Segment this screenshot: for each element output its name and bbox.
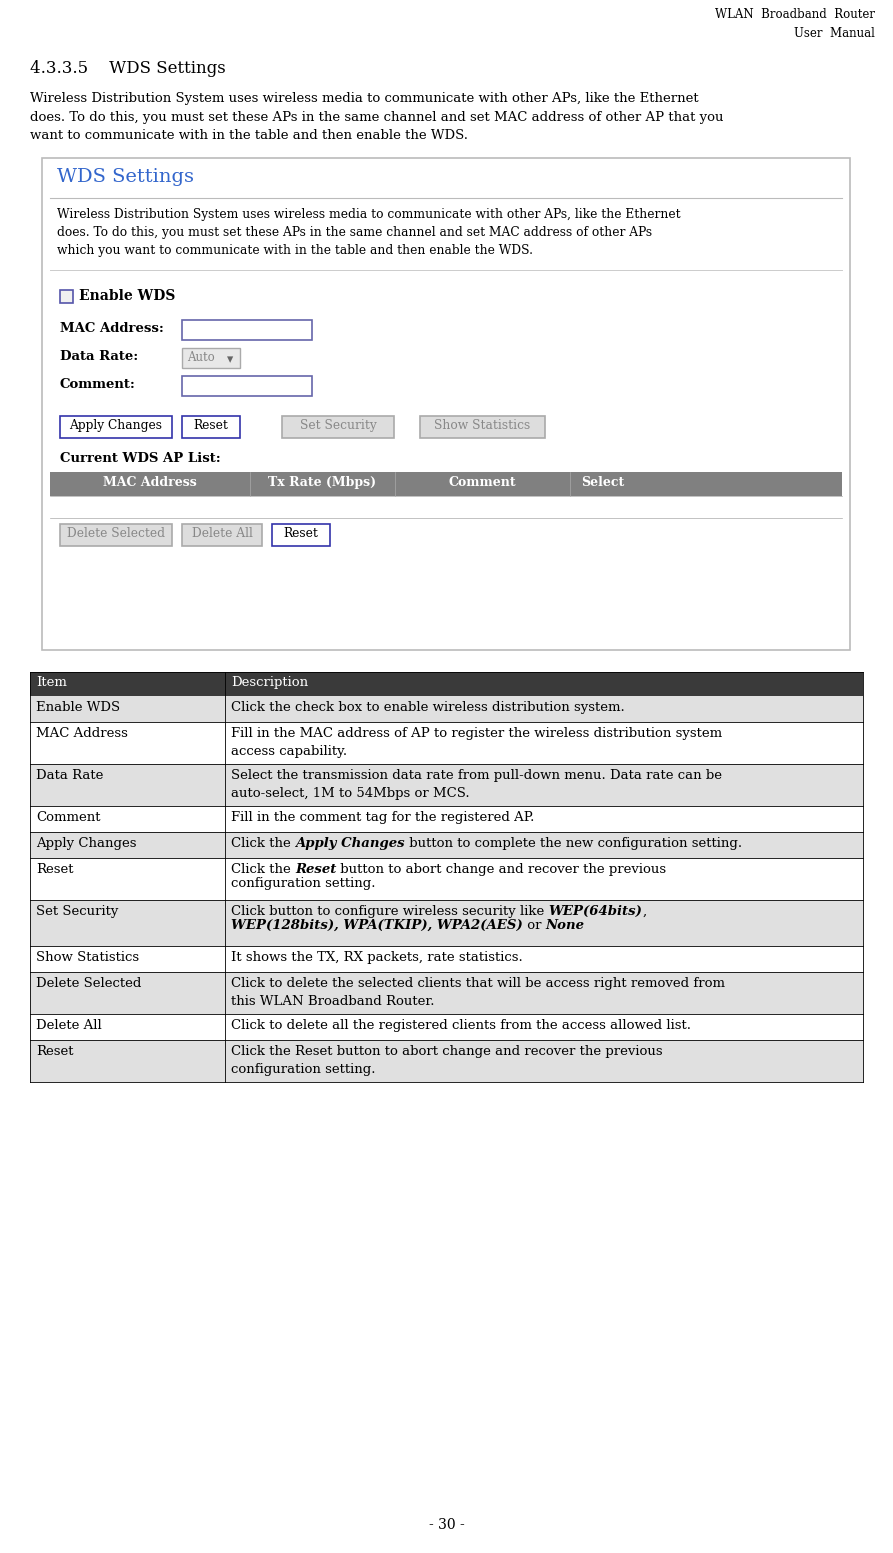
Text: Set Security: Set Security — [36, 905, 119, 918]
Text: Show Statistics: Show Statistics — [36, 950, 139, 964]
Text: Auto: Auto — [187, 351, 214, 363]
FancyBboxPatch shape — [30, 946, 863, 972]
Text: Item: Item — [36, 676, 67, 690]
Text: WEP(128bits), WPA(TKIP), WPA2(AES): WEP(128bits), WPA(TKIP), WPA2(AES) — [231, 919, 522, 932]
Text: MAC Address: MAC Address — [103, 477, 196, 489]
Text: button to complete the new configuration setting.: button to complete the new configuration… — [405, 837, 742, 849]
Text: Click to delete the selected clients that will be access right removed from
this: Click to delete the selected clients tha… — [231, 977, 725, 1008]
Text: Reset: Reset — [36, 863, 73, 876]
Text: Delete Selected: Delete Selected — [67, 526, 165, 540]
FancyBboxPatch shape — [182, 416, 240, 438]
Text: - 30 -: - 30 - — [429, 1517, 464, 1531]
Text: Comment: Comment — [448, 477, 516, 489]
Text: Click the: Click the — [231, 837, 295, 849]
Text: WLAN  Broadband  Router
User  Manual: WLAN Broadband Router User Manual — [715, 8, 875, 40]
Text: Reset: Reset — [194, 419, 229, 432]
Text: Apply Changes: Apply Changes — [295, 837, 405, 849]
Text: Click the: Click the — [231, 863, 295, 876]
Text: Delete Selected: Delete Selected — [36, 977, 141, 989]
Text: Click the check box to enable wireless distribution system.: Click the check box to enable wireless d… — [231, 700, 625, 714]
Text: Comment:: Comment: — [60, 377, 136, 391]
Text: WDS Settings: WDS Settings — [57, 168, 194, 186]
Text: Description: Description — [231, 676, 308, 690]
FancyBboxPatch shape — [30, 857, 863, 901]
Text: WEP(64bits): WEP(64bits) — [548, 905, 642, 918]
Text: ,: , — [642, 905, 647, 918]
Text: Wireless Distribution System uses wireless media to communicate with other APs, : Wireless Distribution System uses wirele… — [30, 92, 723, 141]
Text: Tx Rate (Mbps): Tx Rate (Mbps) — [269, 477, 377, 489]
FancyBboxPatch shape — [282, 416, 394, 438]
FancyBboxPatch shape — [182, 348, 240, 368]
FancyBboxPatch shape — [30, 1041, 863, 1082]
Text: Delete All: Delete All — [192, 526, 253, 540]
Text: None: None — [546, 919, 585, 932]
FancyBboxPatch shape — [30, 764, 863, 806]
FancyBboxPatch shape — [30, 1014, 863, 1041]
Text: Enable WDS: Enable WDS — [36, 700, 121, 714]
Text: Reset: Reset — [284, 526, 319, 540]
FancyBboxPatch shape — [30, 972, 863, 1014]
FancyBboxPatch shape — [42, 158, 850, 651]
FancyBboxPatch shape — [30, 672, 863, 696]
Text: configuration setting.: configuration setting. — [231, 877, 375, 890]
Text: Data Rate: Data Rate — [36, 769, 104, 783]
Text: Data Rate:: Data Rate: — [60, 349, 138, 363]
FancyBboxPatch shape — [30, 806, 863, 832]
Text: Set Security: Set Security — [300, 419, 376, 432]
Text: Show Statistics: Show Statistics — [434, 419, 530, 432]
FancyBboxPatch shape — [30, 722, 863, 764]
Text: 4.3.3.5    WDS Settings: 4.3.3.5 WDS Settings — [30, 61, 226, 78]
FancyBboxPatch shape — [272, 523, 330, 547]
Text: MAC Address:: MAC Address: — [60, 321, 164, 335]
Text: button to abort change and recover the previous: button to abort change and recover the p… — [337, 863, 666, 876]
Text: Click the Reset button to abort change and recover the previous
configuration se: Click the Reset button to abort change a… — [231, 1045, 663, 1076]
FancyBboxPatch shape — [50, 472, 842, 495]
FancyBboxPatch shape — [30, 696, 863, 722]
Text: It shows the TX, RX packets, rate statistics.: It shows the TX, RX packets, rate statis… — [231, 950, 522, 964]
Text: MAC Address: MAC Address — [36, 727, 128, 739]
Text: ▾: ▾ — [227, 354, 233, 367]
FancyBboxPatch shape — [182, 523, 262, 547]
Text: Fill in the MAC address of AP to register the wireless distribution system
acces: Fill in the MAC address of AP to registe… — [231, 727, 722, 758]
Text: Select: Select — [580, 477, 624, 489]
Text: Click button to configure wireless security like: Click button to configure wireless secur… — [231, 905, 548, 918]
Text: Fill in the comment tag for the registered AP.: Fill in the comment tag for the register… — [231, 811, 534, 825]
Text: Apply Changes: Apply Changes — [70, 419, 163, 432]
FancyBboxPatch shape — [60, 416, 172, 438]
FancyBboxPatch shape — [60, 290, 73, 303]
Text: Delete All: Delete All — [36, 1019, 102, 1033]
Text: Click to delete all the registered clients from the access allowed list.: Click to delete all the registered clien… — [231, 1019, 691, 1033]
FancyBboxPatch shape — [60, 523, 172, 547]
Text: Reset: Reset — [295, 863, 337, 876]
FancyBboxPatch shape — [182, 376, 312, 396]
Text: Comment: Comment — [36, 811, 101, 825]
Text: Select the transmission data rate from pull-down menu. Data rate can be
auto-sel: Select the transmission data rate from p… — [231, 769, 722, 800]
Text: or: or — [522, 919, 546, 932]
Text: Current WDS AP List:: Current WDS AP List: — [60, 452, 221, 464]
FancyBboxPatch shape — [420, 416, 545, 438]
Text: Apply Changes: Apply Changes — [36, 837, 137, 849]
FancyBboxPatch shape — [30, 832, 863, 857]
Text: Reset: Reset — [36, 1045, 73, 1058]
FancyBboxPatch shape — [182, 320, 312, 340]
Text: Wireless Distribution System uses wireless media to communicate with other APs, : Wireless Distribution System uses wirele… — [57, 208, 680, 256]
Text: Enable WDS: Enable WDS — [79, 289, 175, 303]
FancyBboxPatch shape — [30, 901, 863, 946]
